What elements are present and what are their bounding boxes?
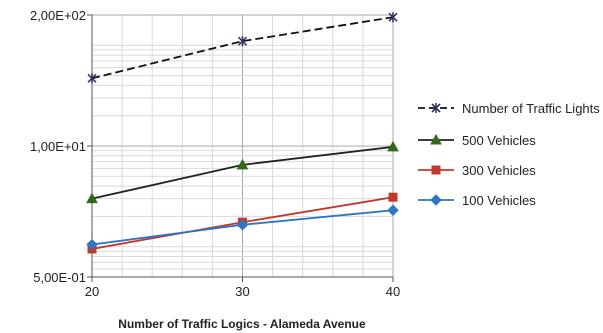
legend: Number of Traffic Lights 500 Vehicles 300 … — [416, 100, 603, 222]
x-tick-label: 30 — [235, 284, 249, 299]
series-line-0 — [91, 16, 394, 80]
legend-swatch — [418, 194, 454, 206]
legend-label: 300 Vehicles — [462, 163, 536, 178]
y-tick-labels: 5,00E-01 1,00E+01 2,00E+02 — [30, 8, 86, 285]
data-point-1-1 — [236, 158, 249, 170]
legend-item-3: 100 Vehicles — [416, 192, 603, 210]
legend-marker — [431, 103, 441, 113]
x-tick-label: 20 — [85, 284, 99, 299]
data-point-0-0 — [87, 73, 97, 84]
data-point-3-1 — [236, 219, 249, 231]
legend-marker — [430, 133, 442, 145]
data-point-1-0 — [86, 192, 98, 204]
data-point-1-2 — [387, 140, 399, 152]
legend-item-0: Number of Traffic Lights — [416, 100, 603, 118]
y-tick-label: 1,00E+01 — [30, 139, 86, 154]
legend-item-2: 300 Vehicles — [416, 162, 603, 180]
data-point-3-0 — [86, 238, 98, 251]
data-point-3-2 — [387, 204, 399, 216]
legend-item-1: 500 Vehicles — [416, 132, 603, 150]
x-tick-labels: 20 30 40 — [85, 284, 400, 299]
legend-label: 500 Vehicles — [462, 133, 536, 148]
legend-swatch — [418, 103, 454, 113]
x-tick-label: 40 — [386, 284, 400, 299]
legend-label: 100 Vehicles — [462, 193, 536, 208]
y-tick-label: 2,00E+02 — [30, 8, 86, 23]
y-tick-label: 5,00E-01 — [33, 270, 86, 285]
data-point-2-2 — [388, 192, 398, 202]
legend-swatch — [418, 133, 454, 145]
legend-label: Number of Traffic Lights — [462, 101, 600, 116]
legend-marker — [430, 194, 442, 206]
legend-swatch — [418, 165, 454, 175]
data-point-0-2 — [388, 12, 398, 23]
series-markers — [86, 12, 399, 254]
axes — [87, 14, 394, 282]
data-point-0-1 — [237, 36, 248, 47]
x-axis-label: Number of Traffic Logics - Alameda Avenu… — [118, 317, 366, 331]
legend-marker — [431, 165, 441, 175]
